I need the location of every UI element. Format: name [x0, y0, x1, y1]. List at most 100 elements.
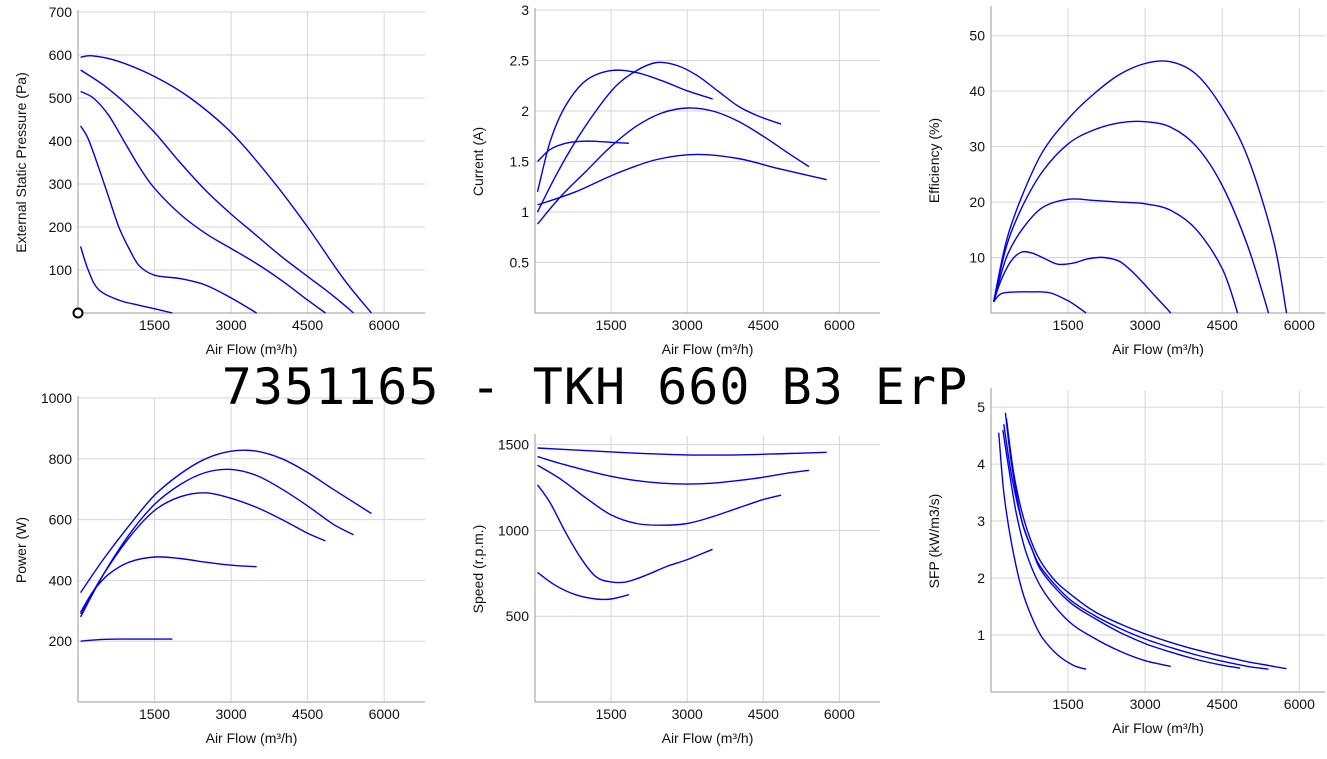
current-xtick-label: 1500 — [596, 317, 627, 333]
power-xtick-label: 6000 — [369, 706, 400, 722]
current-ytick-label: 1.5 — [510, 154, 530, 170]
current-series-4 — [536, 107, 810, 225]
pressure-ytick-label: 600 — [49, 47, 73, 63]
current-series-1 — [537, 140, 629, 163]
efficiency-y-axis-label: Efficiency (%) — [926, 118, 942, 203]
sfp-ytick-label: 5 — [977, 399, 985, 415]
speed-chart: 1500 3000 4500 6000 500 1000 1500 Air Flow (m³/… — [470, 434, 880, 746]
efficiency-series-5 — [992, 60, 1288, 314]
current-xtick-label: 3000 — [672, 317, 703, 333]
efficiency-ytick-label: 10 — [969, 250, 985, 266]
sfp-chart: 1500 3000 4500 6000 1 2 3 4 5 Air Flow (m³/h) SFP … — [926, 388, 1325, 736]
speed-xtick-label: 4500 — [748, 706, 779, 722]
efficiency-series-4 — [992, 120, 1270, 314]
pressure-ytick-label: 100 — [49, 262, 73, 278]
efficiency-series-3 — [992, 198, 1239, 314]
page-title: 7351165 - TKH 660 B3 ErP — [221, 358, 969, 416]
pressure-xtick-label: 4500 — [292, 317, 323, 333]
pressure-xtick-label: 1500 — [139, 317, 170, 333]
current-chart: 1500 3000 4500 6000 0.5 1 1.5 2 2.5 3 Air Flow (m³… — [470, 2, 880, 357]
sfp-xtick-label: 1500 — [1052, 696, 1083, 712]
pressure-series-5 — [79, 246, 173, 314]
pressure-ytick-label: 300 — [49, 176, 73, 192]
speed-x-axis-label: Air Flow (m³/h) — [662, 730, 754, 746]
pressure-xtick-label: 6000 — [369, 317, 400, 333]
speed-series-2 — [536, 484, 713, 584]
efficiency-ytick-label: 40 — [969, 83, 985, 99]
power-series-1 — [80, 638, 173, 642]
efficiency-series-1 — [993, 291, 1087, 314]
current-xtick-label: 4500 — [748, 317, 779, 333]
pressure-chart: 1500 3000 4500 6000 100 200 300 400 500 600 700 Air… — [13, 4, 425, 357]
power-series-2 — [79, 556, 257, 613]
speed-series-3 — [537, 464, 782, 526]
current-x-axis-label: Air Flow (m³/h) — [662, 341, 754, 357]
speed-y-axis-label: Speed (r.p.m.) — [470, 525, 486, 614]
power-xtick-label: 4500 — [292, 706, 323, 722]
speed-series-4 — [537, 455, 810, 485]
pressure-series-3 — [80, 90, 326, 314]
speed-xtick-label: 3000 — [672, 706, 703, 722]
power-xtick-label: 1500 — [139, 706, 170, 722]
power-x-axis-label: Air Flow (m³/h) — [206, 730, 298, 746]
efficiency-xtick-label: 3000 — [1130, 317, 1161, 333]
sfp-ytick-label: 2 — [977, 570, 985, 586]
current-xtick-label: 6000 — [824, 317, 855, 333]
speed-ytick-label: 1000 — [498, 522, 529, 538]
sfp-x-axis-label: Air Flow (m³/h) — [1112, 720, 1204, 736]
efficiency-ytick-label: 50 — [969, 28, 985, 44]
speed-xtick-label: 6000 — [824, 706, 855, 722]
power-ytick-label: 1000 — [41, 390, 72, 406]
pressure-series-1 — [80, 55, 372, 314]
power-ytick-label: 800 — [49, 451, 73, 467]
sfp-ytick-label: 1 — [977, 627, 985, 643]
power-xtick-label: 3000 — [216, 706, 247, 722]
current-y-axis-label: Current (A) — [470, 127, 486, 196]
speed-ytick-label: 1500 — [498, 437, 529, 453]
current-ytick-label: 1 — [521, 204, 529, 220]
power-chart: 1500 3000 4500 6000 200 400 600 800 1000 Air Flow… — [13, 390, 425, 746]
sfp-y-axis-label: SFP (kW/m3/s) — [926, 494, 942, 589]
sfp-series-4 — [1003, 424, 1269, 670]
sfp-xtick-label: 6000 — [1284, 696, 1315, 712]
current-ytick-label: 2.5 — [510, 53, 530, 69]
current-ytick-label: 3 — [521, 2, 529, 18]
pressure-ytick-label: 400 — [49, 133, 73, 149]
sfp-xtick-label: 3000 — [1130, 696, 1161, 712]
sfp-ytick-label: 3 — [977, 513, 985, 529]
efficiency-xtick-label: 1500 — [1052, 317, 1083, 333]
sfp-series-1 — [998, 432, 1087, 670]
pressure-y-axis-label: External Static Pressure (Pa) — [13, 72, 29, 253]
pressure-ytick-label: 700 — [49, 4, 73, 20]
sfp-xtick-label: 4500 — [1207, 696, 1238, 712]
power-series-3 — [79, 492, 326, 615]
pressure-ytick-label: 500 — [49, 90, 73, 106]
efficiency-series-2 — [992, 250, 1172, 314]
speed-series-1 — [537, 571, 630, 601]
efficiency-ytick-label: 20 — [969, 194, 985, 210]
pressure-series-4 — [79, 125, 257, 314]
pressure-ytick-label: 200 — [49, 219, 73, 235]
current-ytick-label: 0.5 — [510, 255, 530, 271]
power-ytick-label: 400 — [49, 572, 73, 588]
efficiency-ytick-label: 30 — [969, 139, 985, 155]
efficiency-x-axis-label: Air Flow (m³/h) — [1112, 341, 1204, 357]
speed-ytick-label: 500 — [506, 608, 530, 624]
power-series-5 — [80, 449, 372, 593]
power-y-axis-label: Power (W) — [13, 517, 29, 583]
current-series-2 — [536, 69, 713, 192]
sfp-ytick-label: 4 — [977, 456, 985, 472]
current-series-5 — [537, 153, 827, 206]
current-ytick-label: 2 — [521, 103, 529, 119]
efficiency-chart: 1500 3000 4500 6000 10 20 30 40 50 Air Flow (m³/h… — [926, 6, 1325, 357]
origin-marker[interactable] — [72, 307, 84, 319]
efficiency-xtick-label: 6000 — [1284, 317, 1315, 333]
pressure-series-2 — [80, 69, 355, 314]
power-ytick-label: 200 — [49, 633, 73, 649]
pressure-x-axis-label: Air Flow (m³/h) — [206, 341, 298, 357]
power-series-4 — [79, 468, 354, 618]
pressure-xtick-label: 3000 — [216, 317, 247, 333]
efficiency-xtick-label: 4500 — [1207, 317, 1238, 333]
current-series-3 — [536, 61, 782, 213]
